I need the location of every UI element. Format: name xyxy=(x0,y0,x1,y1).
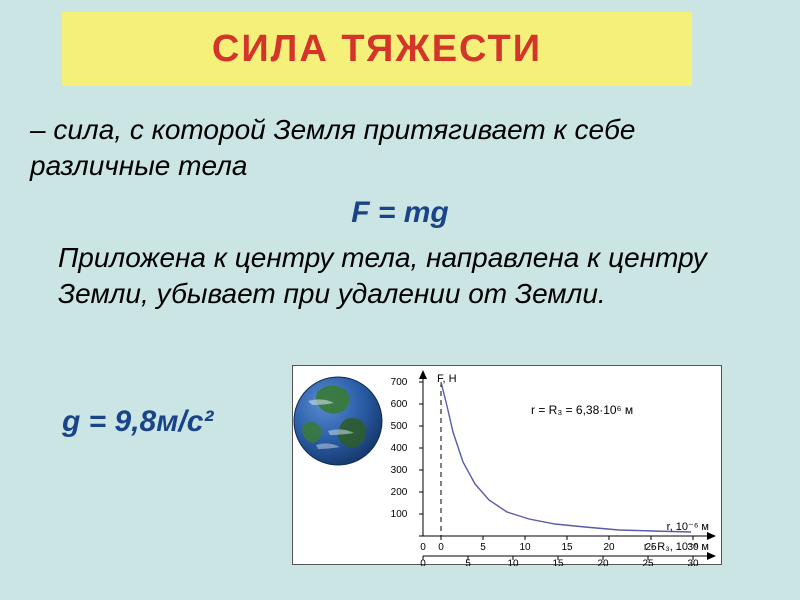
title-bar: СИЛА ТЯЖЕСТИ xyxy=(62,12,692,86)
svg-text:0: 0 xyxy=(420,542,426,553)
svg-text:20: 20 xyxy=(597,558,609,566)
svg-text:25: 25 xyxy=(642,558,654,566)
svg-text:500: 500 xyxy=(391,421,408,432)
svg-text:200: 200 xyxy=(391,487,408,498)
svg-text:20: 20 xyxy=(603,542,615,553)
page-title: СИЛА ТЯЖЕСТИ xyxy=(212,28,542,71)
svg-text:5: 5 xyxy=(465,558,471,566)
svg-text:700: 700 xyxy=(391,377,408,388)
svg-text:400: 400 xyxy=(391,443,408,454)
svg-text:r - R₃, 10⁻⁶ м: r - R₃, 10⁻⁶ м xyxy=(644,541,709,553)
svg-text:15: 15 xyxy=(552,558,564,566)
svg-text:10: 10 xyxy=(507,558,519,566)
svg-text:0: 0 xyxy=(438,542,444,553)
applied-text: Приложена к центру тела, направлена к це… xyxy=(58,240,770,313)
definition-text: – сила, с которой Земля притягивает к се… xyxy=(30,112,770,184)
svg-text:r, 10⁻⁶ м: r, 10⁻⁶ м xyxy=(667,521,709,533)
svg-text:0: 0 xyxy=(420,558,426,566)
svg-text:F, H: F, H xyxy=(437,373,457,385)
svg-text:30: 30 xyxy=(687,558,699,566)
formula-text: F = mg xyxy=(0,196,800,230)
svg-text:5: 5 xyxy=(480,542,486,553)
svg-text:300: 300 xyxy=(391,465,408,476)
svg-text:600: 600 xyxy=(391,399,408,410)
earth-globe xyxy=(288,371,388,471)
svg-text:15: 15 xyxy=(561,542,573,553)
g-constant-text: g = 9,8м/с² xyxy=(62,405,213,439)
svg-text:100: 100 xyxy=(391,509,408,520)
svg-text:10: 10 xyxy=(519,542,531,553)
earth-svg xyxy=(288,371,388,471)
svg-text:r = R₃ = 6,38·10⁶ м: r = R₃ = 6,38·10⁶ м xyxy=(531,403,633,417)
